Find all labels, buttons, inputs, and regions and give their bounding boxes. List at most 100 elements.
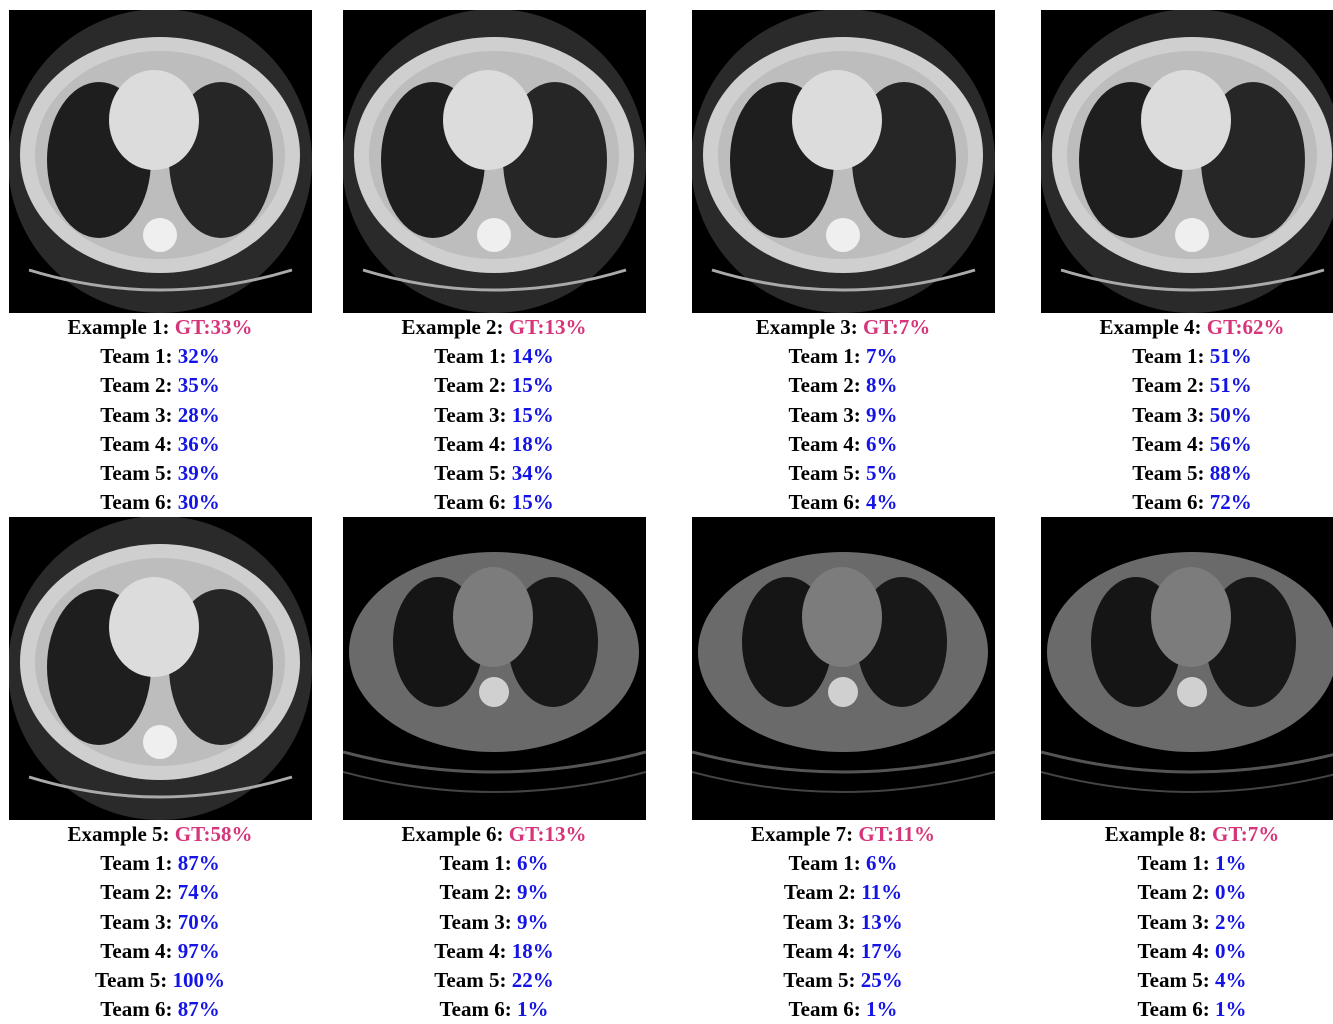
- caption-line: Team 2: 8%: [673, 371, 1013, 400]
- caption-line: Team 3: 13%: [673, 908, 1013, 937]
- example-cell: Example 7: GT:11%Team 1: 6%Team 2: 11%Te…: [673, 517, 1013, 1024]
- caption-line: Team 5: 39%: [0, 459, 330, 488]
- caption-line: Team 4: 17%: [673, 937, 1013, 966]
- caption-line: Example 7: GT:11%: [673, 820, 1013, 849]
- ground-truth: GT:13%: [509, 315, 587, 339]
- team-label: Team 1:: [1132, 344, 1204, 368]
- team-value: 39%: [178, 461, 220, 485]
- team-value: 14%: [512, 344, 554, 368]
- ct-image: [1041, 517, 1333, 820]
- caption-line: Team 1: 51%: [1022, 342, 1333, 371]
- team-label: Team 6:: [100, 490, 172, 514]
- example-cell: Example 2: GT:13%Team 1: 14%Team 2: 15%T…: [324, 10, 664, 517]
- caption-line: Team 5: 34%: [324, 459, 664, 488]
- team-label: Team 5:: [783, 968, 855, 992]
- team-label: Team 1:: [100, 851, 172, 875]
- team-value: 6%: [866, 851, 898, 875]
- team-value: 30%: [178, 490, 220, 514]
- team-label: Team 3:: [789, 403, 861, 427]
- caption-line: Team 5: 25%: [673, 966, 1013, 995]
- caption-line: Team 2: 51%: [1022, 371, 1333, 400]
- caption-line: Team 1: 1%: [1022, 849, 1333, 878]
- caption-line: Team 4: 18%: [324, 937, 664, 966]
- caption-line: Team 3: 50%: [1022, 401, 1333, 430]
- caption-line: Team 1: 14%: [324, 342, 664, 371]
- team-value: 88%: [1210, 461, 1252, 485]
- team-label: Team 3:: [440, 910, 512, 934]
- team-value: 11%: [861, 880, 902, 904]
- team-value: 18%: [512, 432, 554, 456]
- team-label: Team 2:: [440, 880, 512, 904]
- team-label: Team 2:: [1138, 880, 1210, 904]
- caption-line: Team 2: 0%: [1022, 878, 1333, 907]
- caption-line: Team 6: 72%: [1022, 488, 1333, 517]
- team-value: 8%: [866, 373, 898, 397]
- team-label: Team 3:: [1138, 910, 1210, 934]
- team-label: Team 3:: [100, 403, 172, 427]
- caption-line: Team 3: 9%: [673, 401, 1013, 430]
- team-value: 25%: [861, 968, 903, 992]
- team-value: 72%: [1210, 490, 1252, 514]
- caption-line: Team 3: 2%: [1022, 908, 1333, 937]
- team-value: 6%: [866, 432, 898, 456]
- caption-line: Team 3: 15%: [324, 401, 664, 430]
- caption-line: Team 6: 30%: [0, 488, 330, 517]
- team-value: 87%: [178, 997, 220, 1021]
- team-value: 51%: [1210, 373, 1252, 397]
- caption-line: Example 8: GT:7%: [1022, 820, 1333, 849]
- caption-line: Team 4: 36%: [0, 430, 330, 459]
- example-label: Example 5:: [67, 822, 169, 846]
- caption-line: Team 6: 1%: [673, 995, 1013, 1024]
- team-value: 9%: [866, 403, 898, 427]
- caption-line: Team 1: 6%: [324, 849, 664, 878]
- caption-line: Team 1: 7%: [673, 342, 1013, 371]
- team-label: Team 5:: [434, 461, 506, 485]
- caption-line: Example 2: GT:13%: [324, 313, 664, 342]
- ground-truth: GT:58%: [175, 822, 253, 846]
- caption-line: Team 5: 100%: [0, 966, 330, 995]
- example-label: Example 3:: [756, 315, 858, 339]
- example-label: Example 1:: [67, 315, 169, 339]
- example-cell: Example 5: GT:58%Team 1: 87%Team 2: 74%T…: [0, 517, 330, 1024]
- team-label: Team 4:: [789, 432, 861, 456]
- team-label: Team 1:: [100, 344, 172, 368]
- team-label: Team 4:: [100, 432, 172, 456]
- example-label: Example 2:: [401, 315, 503, 339]
- example-label: Example 7:: [751, 822, 853, 846]
- team-label: Team 5:: [95, 968, 167, 992]
- team-value: 7%: [866, 344, 898, 368]
- ct-image: [9, 10, 312, 313]
- team-label: Team 1:: [440, 851, 512, 875]
- caption-line: Team 6: 87%: [0, 995, 330, 1024]
- team-value: 1%: [1215, 997, 1247, 1021]
- ct-image: [343, 517, 646, 820]
- ground-truth: GT:62%: [1207, 315, 1285, 339]
- team-value: 9%: [517, 910, 549, 934]
- team-label: Team 6:: [100, 997, 172, 1021]
- caption-line: Team 5: 22%: [324, 966, 664, 995]
- example-label: Example 4:: [1099, 315, 1201, 339]
- caption-line: Example 5: GT:58%: [0, 820, 330, 849]
- caption-line: Team 3: 9%: [324, 908, 664, 937]
- team-label: Team 1:: [434, 344, 506, 368]
- team-value: 1%: [866, 997, 898, 1021]
- caption-line: Team 5: 88%: [1022, 459, 1333, 488]
- team-value: 0%: [1215, 880, 1247, 904]
- caption-line: Team 1: 6%: [673, 849, 1013, 878]
- team-value: 15%: [512, 373, 554, 397]
- example-cell: Example 1: GT:33%Team 1: 32%Team 2: 35%T…: [0, 10, 330, 517]
- team-value: 97%: [178, 939, 220, 963]
- ct-image: [692, 517, 995, 820]
- team-label: Team 2:: [100, 880, 172, 904]
- caption-line: Team 5: 4%: [1022, 966, 1333, 995]
- team-label: Team 5:: [434, 968, 506, 992]
- team-value: 56%: [1210, 432, 1252, 456]
- caption-line: Team 2: 11%: [673, 878, 1013, 907]
- caption-line: Team 4: 97%: [0, 937, 330, 966]
- caption-line: Team 6: 1%: [324, 995, 664, 1024]
- team-label: Team 4:: [434, 939, 506, 963]
- caption-line: Team 6: 15%: [324, 488, 664, 517]
- team-label: Team 5:: [100, 461, 172, 485]
- caption-line: Team 1: 87%: [0, 849, 330, 878]
- team-label: Team 2:: [784, 880, 856, 904]
